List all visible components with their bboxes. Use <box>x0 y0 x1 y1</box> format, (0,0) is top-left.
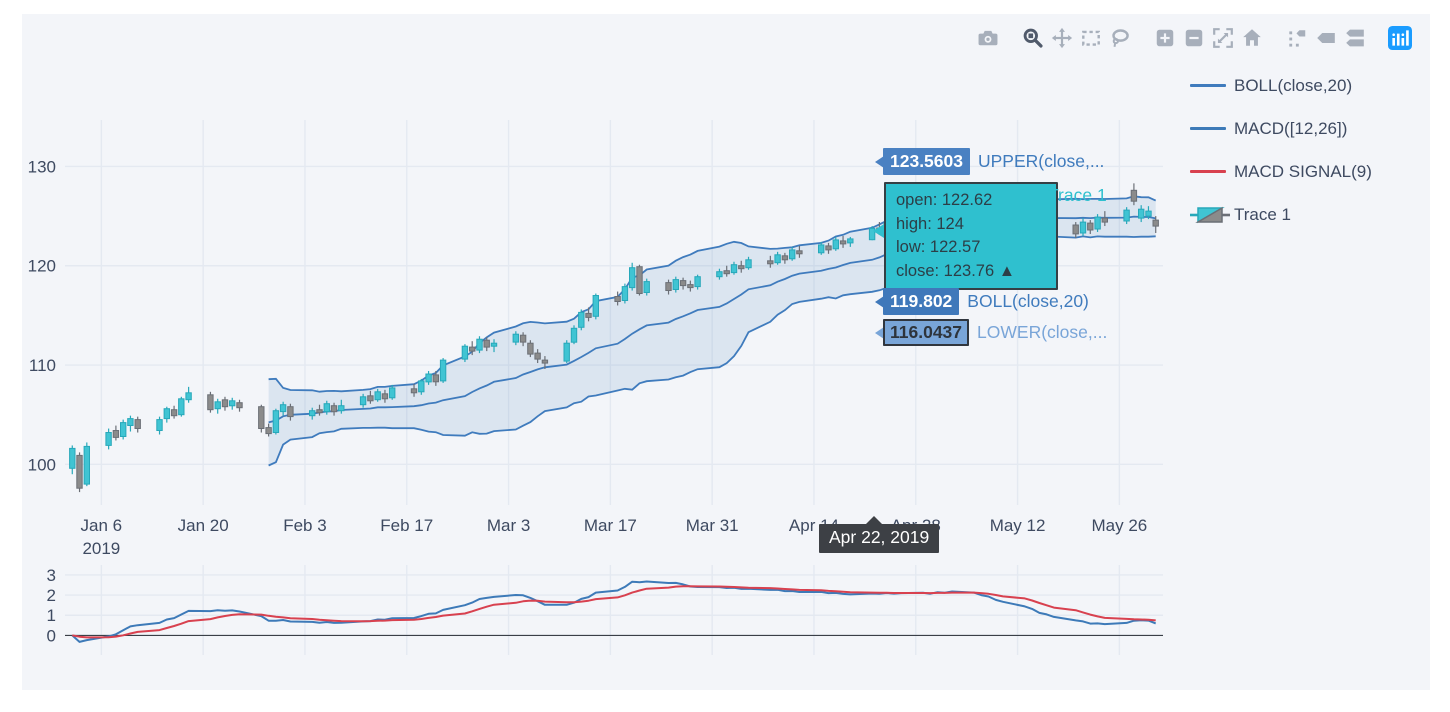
svg-text:110: 110 <box>29 356 56 375</box>
zoom-in-button[interactable] <box>1150 26 1179 50</box>
legend-item-macd-signal[interactable]: MACD SIGNAL(9) <box>1190 150 1372 193</box>
plus-square-icon <box>1156 29 1173 47</box>
hover-low: low: 122.57 <box>896 238 981 256</box>
legend: BOLL(close,20) MACD([12,26]) MACD SIGNAL… <box>1190 64 1372 236</box>
magnifier-icon <box>1023 28 1043 48</box>
legend-item-boll[interactable]: BOLL(close,20) <box>1190 64 1372 107</box>
svg-text:Mar 3: Mar 3 <box>487 516 530 535</box>
double-tag-icon <box>1345 29 1364 47</box>
lasso-icon <box>1111 29 1129 47</box>
lasso-select-button[interactable] <box>1105 26 1134 50</box>
svg-text:130: 130 <box>28 157 56 176</box>
legend-label: MACD([12,26]) <box>1234 118 1348 138</box>
box-select-button[interactable] <box>1076 26 1105 50</box>
hover-arrow <box>873 224 884 238</box>
legend-candlestick-icon <box>1190 206 1230 223</box>
hover-trace-name: LOWER(close,... <box>977 322 1108 342</box>
hover-value: 123.5603 <box>883 148 970 175</box>
spike-lines-icon <box>1288 30 1305 47</box>
download-plot-button[interactable] <box>973 26 1002 50</box>
legend-item-macd[interactable]: MACD([12,26]) <box>1190 107 1372 150</box>
hover-label-upper-band: 123.5603 UPPER(close,... <box>875 148 1104 175</box>
home-icon <box>1242 29 1261 46</box>
hover-arrow <box>875 155 884 168</box>
box-select-icon <box>1081 30 1100 46</box>
minus-square-icon <box>1185 29 1202 47</box>
svg-text:2: 2 <box>47 586 56 605</box>
reset-axes-button[interactable] <box>1237 26 1266 50</box>
macd-line <box>71 580 1157 643</box>
svg-text:Mar 17: Mar 17 <box>584 516 637 535</box>
autoscale-button[interactable] <box>1208 26 1237 50</box>
hover-value: 116.0437 <box>883 319 970 346</box>
macd-signal-line <box>72 585 1156 639</box>
spike-lines-button[interactable] <box>1282 26 1311 50</box>
macd-line-swatch <box>1190 127 1226 130</box>
hover-compare-button[interactable] <box>1340 26 1369 50</box>
plotly-logo-link[interactable] <box>1385 26 1414 50</box>
hover-label-boll: 119.802 BOLL(close,20) <box>875 288 1089 315</box>
svg-text:Mar 31: Mar 31 <box>686 516 739 535</box>
single-tag-icon <box>1316 32 1335 44</box>
legend-label: MACD SIGNAL(9) <box>1234 161 1372 181</box>
hover-high: high: 124 <box>896 214 964 233</box>
hover-value: 119.802 <box>883 288 960 315</box>
gridlines <box>65 120 1163 655</box>
svg-text:May 26: May 26 <box>1091 516 1147 535</box>
svg-text:1: 1 <box>47 606 56 625</box>
hover-candle-trace-name: Trace 1 <box>1048 185 1107 205</box>
svg-text:Jan 6: Jan 6 <box>81 516 123 535</box>
hover-closest-button[interactable] <box>1311 26 1340 50</box>
caret-up-icon <box>865 516 883 525</box>
legend-label: Trace 1 <box>1234 204 1292 224</box>
svg-text:3: 3 <box>47 566 56 585</box>
zoom-button[interactable] <box>1018 26 1047 50</box>
boll-line-swatch <box>1190 84 1226 87</box>
svg-text:0: 0 <box>47 626 56 645</box>
pan-arrows-icon <box>1051 27 1072 49</box>
camera-icon <box>978 30 997 46</box>
modebar <box>957 26 1414 50</box>
svg-text:Feb 17: Feb 17 <box>380 516 433 535</box>
svg-text:Feb 3: Feb 3 <box>283 516 326 535</box>
hover-open: open: 122.62 <box>896 191 993 209</box>
hover-arrow <box>875 295 884 308</box>
svg-text:2019: 2019 <box>82 539 120 558</box>
hover-arrow <box>875 326 884 339</box>
hover-label-lower-band: 116.0437 LOWER(close,... <box>875 319 1107 346</box>
hover-date: Apr 22, 2019 <box>829 527 930 547</box>
pan-button[interactable] <box>1047 26 1076 50</box>
svg-text:Jan 20: Jan 20 <box>178 516 229 535</box>
svg-text:May 12: May 12 <box>990 516 1046 535</box>
svg-text:100: 100 <box>28 455 56 474</box>
x-axis-hover-label: Apr 22, 2019 <box>819 516 940 553</box>
plot-background <box>22 14 1430 690</box>
hover-label-candle: open: 122.62 high: 124 low: 122.57 close… <box>884 182 1058 290</box>
autoscale-icon <box>1212 28 1233 48</box>
svg-text:120: 120 <box>28 257 56 276</box>
hover-close: close: 123.76 ▲ <box>896 261 1016 280</box>
hover-trace-name: BOLL(close,20) <box>967 291 1089 311</box>
legend-label: BOLL(close,20) <box>1234 75 1353 95</box>
hover-trace-name: UPPER(close,... <box>978 151 1105 171</box>
signal-line-swatch <box>1190 170 1226 173</box>
plotly-logo-icon <box>1387 26 1412 50</box>
legend-item-trace1[interactable]: Trace 1 <box>1190 193 1372 236</box>
zoom-out-button[interactable] <box>1179 26 1208 50</box>
